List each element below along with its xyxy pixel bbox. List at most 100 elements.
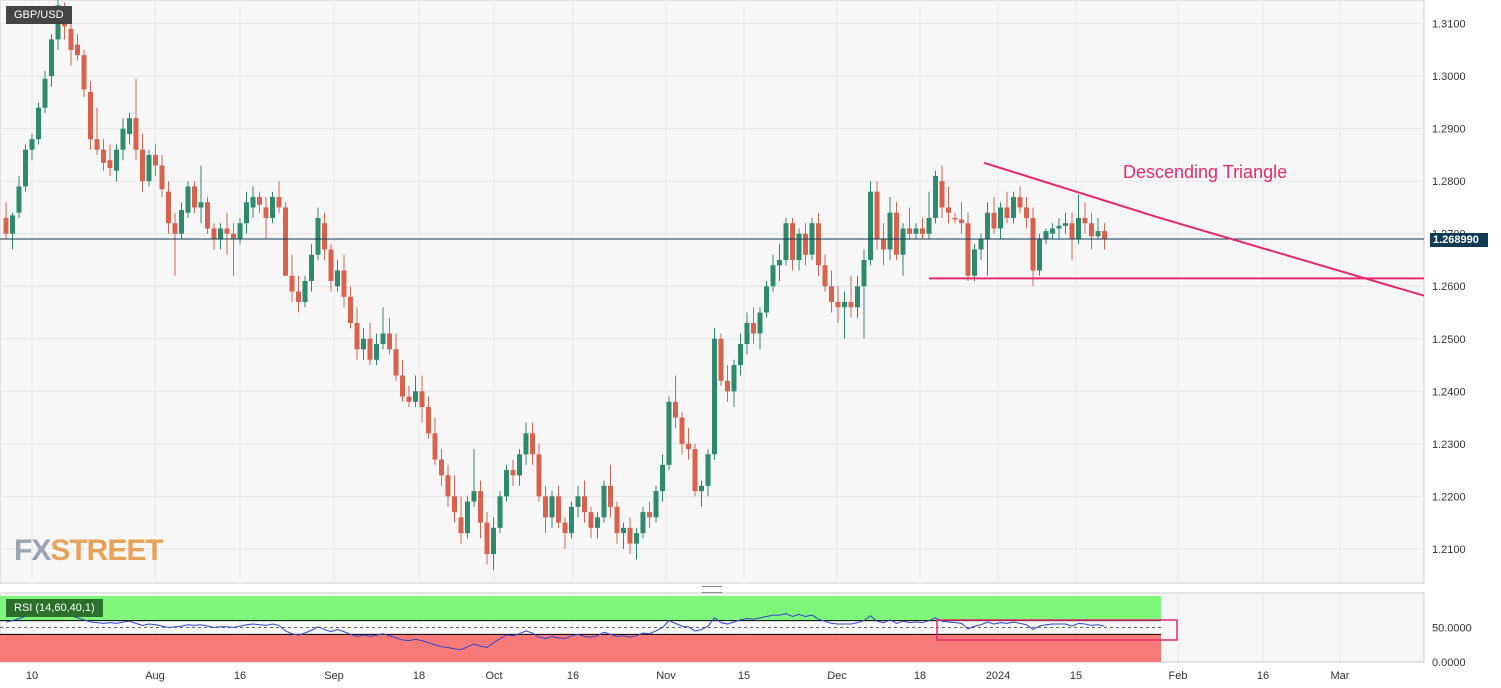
candle-body: [939, 181, 945, 208]
candle-body: [692, 449, 698, 492]
candle-body: [36, 107, 41, 140]
candle-body: [952, 217, 958, 220]
candle-body: [94, 139, 100, 150]
candle-body: [387, 333, 392, 350]
candle-body: [978, 238, 984, 250]
candle-body: [341, 270, 347, 297]
candle-body: [783, 223, 789, 260]
candle-body: [400, 375, 405, 397]
candle-body: [588, 512, 594, 528]
candle-body: [738, 344, 743, 366]
candle-body: [640, 512, 646, 534]
candle-body: [315, 217, 321, 255]
x-tick-label: 18: [914, 670, 926, 682]
candle-body: [575, 496, 581, 507]
candle-body: [179, 210, 184, 234]
candle-body: [965, 223, 971, 276]
candle-body: [458, 517, 464, 534]
candle-body: [913, 228, 919, 234]
candle-body: [68, 28, 74, 50]
price-tag: 1.268990: [1430, 233, 1488, 247]
candle-body: [23, 149, 28, 187]
rsi-panel: 50.0000 0.0000: [0, 596, 1472, 669]
candle-body: [146, 154, 152, 182]
candle-body: [1017, 196, 1023, 208]
candle-body: [289, 275, 295, 292]
candle-body: [972, 249, 977, 276]
candle-body: [484, 522, 490, 555]
candle-body: [478, 491, 483, 523]
y-tick-label: 1.3000: [1432, 71, 1466, 83]
candle-body: [263, 207, 269, 218]
candle-body: [114, 149, 119, 171]
candle-body: [1030, 217, 1036, 271]
rsi-range-box: [936, 619, 1178, 641]
candle-body: [1050, 228, 1055, 234]
candle-body: [322, 223, 327, 250]
candle-body: [504, 470, 509, 497]
x-tick-label: 2024: [986, 670, 1010, 682]
candle-body: [842, 302, 847, 308]
y-tick-label: 1.2600: [1432, 281, 1466, 293]
panel-resize-handle[interactable]: [702, 586, 722, 593]
rsi-tick-label: 0.0000: [1432, 657, 1466, 669]
candle-body: [751, 323, 756, 334]
candle-body: [471, 491, 477, 502]
x-tick-label: Aug: [145, 670, 165, 682]
x-tick-label: Mar: [1331, 670, 1350, 682]
x-tick-label: Sep: [324, 670, 344, 682]
candle-body: [595, 517, 600, 528]
candle-body: [510, 470, 516, 476]
candle-body: [211, 228, 217, 239]
candle-body: [543, 496, 548, 518]
candle-body: [718, 338, 724, 381]
rsi-tick-label: 50.0000: [1432, 623, 1472, 635]
candle-body: [185, 186, 191, 213]
candle-body: [894, 212, 899, 255]
candle-body: [432, 433, 438, 460]
candle-body: [803, 233, 808, 255]
candle-body: [796, 233, 802, 260]
candle-body: [848, 302, 854, 308]
candle-body: [309, 254, 314, 281]
x-tick-label: Oct: [485, 670, 502, 682]
candle-body: [556, 496, 561, 523]
candle-body: [153, 154, 158, 166]
candle-body: [192, 186, 197, 208]
candle-body: [1004, 207, 1010, 218]
x-tick-label: Feb: [1169, 670, 1188, 682]
rsi-overbought-zone: [0, 596, 1161, 621]
candle-body: [302, 280, 308, 303]
candle-body: [218, 228, 223, 239]
candle-body: [764, 286, 769, 313]
candle-body: [920, 228, 925, 234]
y-tick-label: 1.2100: [1432, 544, 1466, 556]
candle-body: [861, 259, 867, 287]
candle-body: [855, 286, 860, 308]
candle-body: [374, 344, 379, 360]
candle-body: [907, 228, 912, 234]
rsi-label: RSI (14,60,40,1): [6, 599, 103, 617]
candle-body: [335, 270, 340, 287]
candle-body: [822, 265, 828, 287]
candle-body: [231, 233, 236, 239]
candle-body: [647, 512, 652, 518]
candle-body: [133, 118, 139, 150]
candle-body: [998, 207, 1003, 229]
candle-body: [348, 296, 353, 324]
candle-body: [660, 464, 665, 492]
candle-body: [530, 433, 535, 455]
candle-body: [29, 139, 35, 150]
candle-body: [1076, 217, 1081, 239]
candle-body: [42, 78, 48, 108]
candle-body: [1082, 217, 1088, 224]
candle-body: [237, 223, 243, 239]
candle-body: [439, 459, 444, 476]
candle-body: [3, 217, 9, 234]
candle-body: [523, 433, 529, 455]
candle-body: [81, 55, 87, 90]
candle-body: [426, 407, 431, 434]
candle-body: [562, 522, 568, 534]
resistance-trendline: [983, 161, 1425, 297]
candle-body: [491, 527, 496, 555]
